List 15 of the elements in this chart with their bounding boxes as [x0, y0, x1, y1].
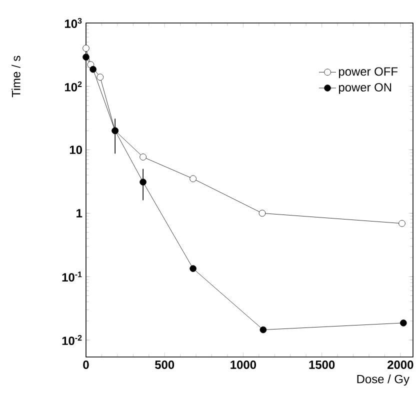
x-tick-label: 1500	[309, 360, 335, 369]
legend-label: power OFF	[338, 67, 398, 78]
y-tick-label: 10$^{2}$	[65, 81, 82, 92]
y-axis-title: Time / s	[12, 56, 20, 98]
y-tick-label: 10$^{3}$	[65, 18, 82, 28]
x-tick-label: 2000	[388, 360, 414, 369]
y-tick-label: 1	[76, 209, 82, 218]
legend-label: power ON	[338, 83, 392, 94]
x-tick-label: 500	[155, 360, 174, 369]
y-tick-label: 10$^{-1}$	[62, 272, 82, 282]
y-tick-label: 10	[70, 146, 82, 154]
x-tick-label: 1000	[230, 360, 256, 369]
y-tick-label: 10$^{-2}$	[62, 335, 82, 346]
x-axis-title: Dose / Gy	[357, 374, 410, 386]
x-tick-label: 0	[83, 360, 89, 369]
